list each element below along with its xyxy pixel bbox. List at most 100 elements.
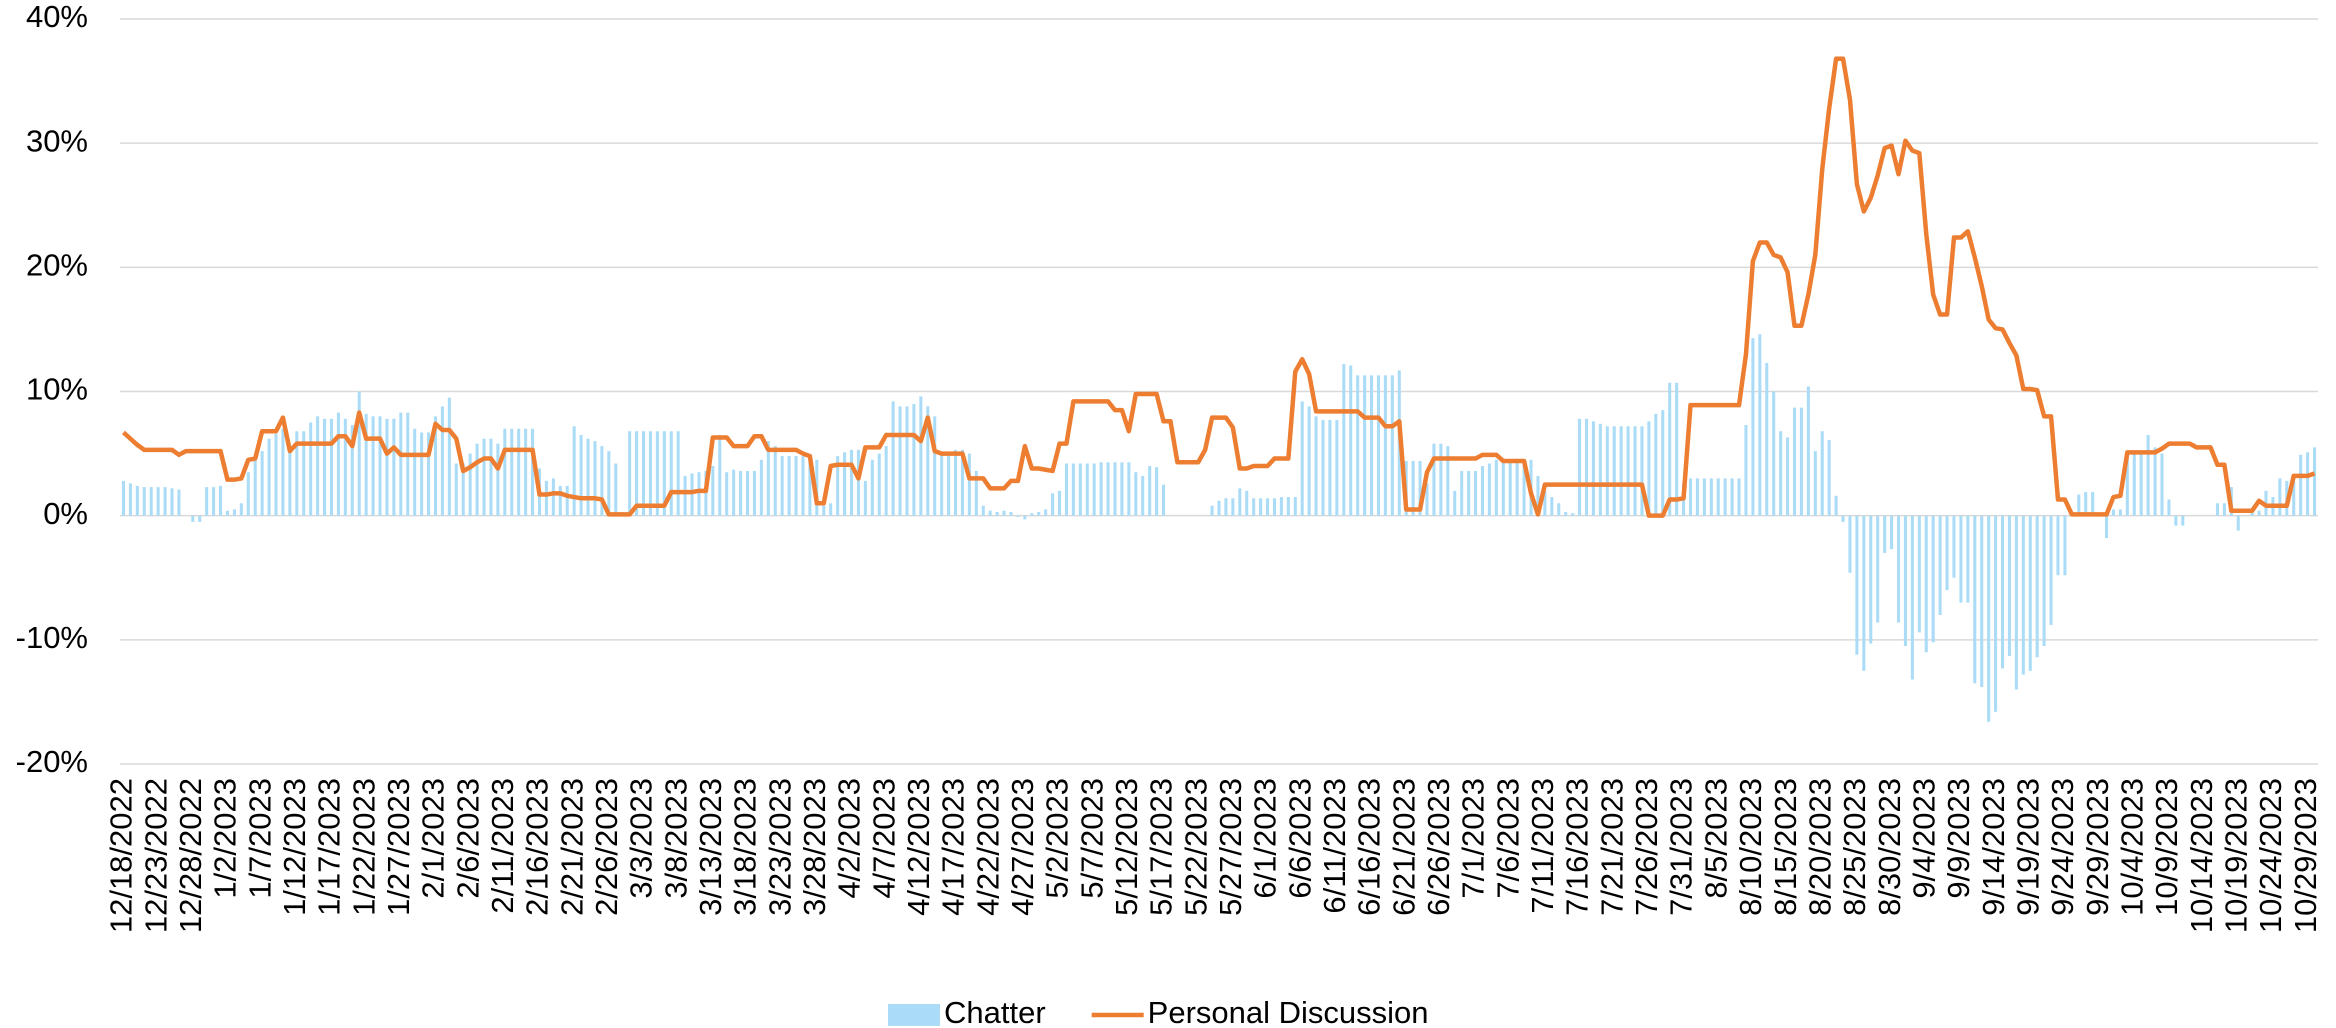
bar <box>1772 391 1776 516</box>
bar <box>1356 375 1360 516</box>
bar <box>1827 439 1831 516</box>
bar <box>1647 421 1651 516</box>
x-tick-label: 5/22/2023 <box>1178 778 1213 916</box>
x-tick-label: 4/27/2023 <box>1005 778 1040 916</box>
bar <box>725 472 729 516</box>
x-tick-label: 10/14/2023 <box>2184 778 2219 933</box>
bar <box>1675 382 1679 516</box>
x-tick-label: 2/1/2023 <box>416 778 451 899</box>
bar <box>1702 478 1706 516</box>
bar <box>1640 426 1644 516</box>
bar <box>690 473 694 516</box>
x-tick-label: 6/21/2023 <box>1386 778 1421 916</box>
bar <box>739 470 743 516</box>
bar <box>1078 463 1082 516</box>
bar <box>2181 515 2185 526</box>
bar <box>1439 443 1443 516</box>
bar <box>323 418 327 516</box>
bar <box>427 432 431 516</box>
bar <box>551 478 555 516</box>
bar <box>1820 431 1824 516</box>
bar <box>1723 478 1727 516</box>
bar <box>128 483 132 516</box>
bar <box>1432 443 1436 516</box>
bar <box>1591 421 1595 516</box>
bar <box>1155 467 1159 516</box>
bar <box>863 480 867 516</box>
bar <box>2035 515 2039 658</box>
x-tick-label: 5/27/2023 <box>1213 778 1248 916</box>
y-tick-label: 20% <box>26 248 88 283</box>
x-tick-label: 3/18/2023 <box>728 778 763 916</box>
bar <box>2125 453 2129 516</box>
bar <box>641 431 646 516</box>
bar <box>1064 463 1068 516</box>
x-tick-label: 2/21/2023 <box>554 778 589 916</box>
bar <box>697 472 701 516</box>
bar <box>544 480 548 516</box>
bar <box>891 401 895 516</box>
bar <box>2292 480 2296 516</box>
bar <box>988 510 992 516</box>
bar <box>253 459 257 516</box>
x-tick-label: 6/11/2023 <box>1317 778 1352 914</box>
bar <box>1494 459 1498 516</box>
bar <box>2104 515 2109 539</box>
x-tick-label: 8/30/2023 <box>1872 778 1907 916</box>
bar <box>600 446 604 516</box>
bar <box>413 428 417 516</box>
x-tick-label: 5/2/2023 <box>1040 778 1075 899</box>
bar <box>1051 493 1055 516</box>
bar <box>1231 498 1235 516</box>
bar <box>718 434 722 516</box>
bar <box>1578 418 1582 516</box>
bar <box>759 459 763 516</box>
bar <box>1869 515 1873 644</box>
bar <box>1536 475 1540 516</box>
bar <box>392 418 396 516</box>
bar <box>350 425 354 516</box>
bar <box>503 428 507 516</box>
bar <box>1716 478 1720 516</box>
bar <box>219 485 223 516</box>
x-tick-label: 1/7/2023 <box>242 778 277 899</box>
bar <box>1099 462 1103 516</box>
bar <box>1938 515 1942 615</box>
bar <box>1321 420 1325 516</box>
bar <box>156 487 160 516</box>
bar <box>1252 498 1256 516</box>
bar <box>2063 515 2067 576</box>
bar <box>1453 490 1457 516</box>
bar <box>919 396 923 516</box>
bar <box>1903 515 1907 647</box>
bar <box>2236 515 2240 531</box>
bar <box>628 431 632 516</box>
bar <box>205 487 209 516</box>
bar <box>239 503 243 516</box>
bar <box>1952 515 1956 578</box>
bar <box>1661 410 1665 516</box>
bar <box>177 489 181 516</box>
bar <box>1210 505 1214 516</box>
bar <box>329 418 334 516</box>
bar <box>565 485 569 516</box>
bar <box>1383 375 1387 516</box>
x-tick-label: 7/31/2023 <box>1664 778 1699 916</box>
bar <box>1092 463 1096 516</box>
bar <box>1862 515 1866 671</box>
bar <box>1460 470 1464 516</box>
bar <box>316 416 320 516</box>
bar <box>2014 515 2018 690</box>
x-tick-label: 5/12/2023 <box>1109 778 1144 916</box>
x-tick-label: 6/1/2023 <box>1248 778 1283 899</box>
bar <box>1751 338 1755 516</box>
bar <box>1044 509 1048 516</box>
bar <box>593 441 597 516</box>
bar <box>447 397 451 516</box>
bar <box>1612 426 1616 516</box>
x-tick-label: 8/20/2023 <box>1802 778 1837 916</box>
bar <box>669 431 673 516</box>
bar <box>2028 515 2032 671</box>
bar <box>1786 437 1790 516</box>
bar <box>558 485 562 516</box>
